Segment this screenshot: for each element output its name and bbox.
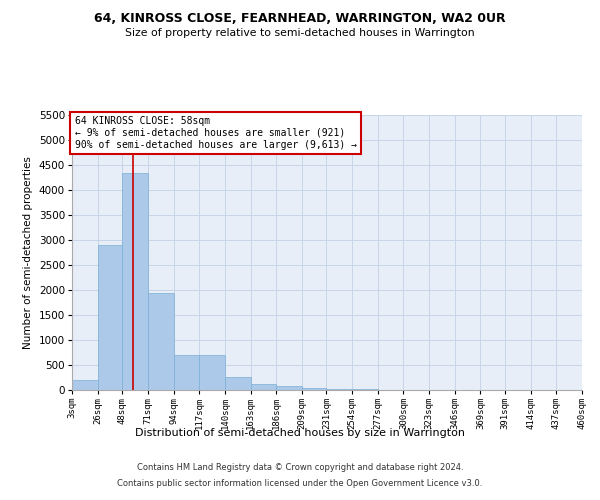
- Bar: [302, 388, 326, 390]
- Bar: [122, 172, 148, 390]
- Bar: [225, 376, 251, 390]
- Bar: [251, 384, 276, 390]
- Bar: [72, 380, 98, 390]
- Text: Size of property relative to semi-detached houses in Warrington: Size of property relative to semi-detach…: [125, 28, 475, 38]
- Y-axis label: Number of semi-detached properties: Number of semi-detached properties: [23, 156, 33, 349]
- Text: Contains HM Land Registry data © Crown copyright and database right 2024.: Contains HM Land Registry data © Crown c…: [137, 464, 463, 472]
- Bar: [352, 389, 378, 390]
- Bar: [173, 355, 199, 390]
- Text: 64 KINROSS CLOSE: 58sqm
← 9% of semi-detached houses are smaller (921)
90% of se: 64 KINROSS CLOSE: 58sqm ← 9% of semi-det…: [74, 116, 356, 150]
- Text: Contains public sector information licensed under the Open Government Licence v3: Contains public sector information licen…: [118, 478, 482, 488]
- Bar: [326, 388, 352, 390]
- Bar: [199, 355, 225, 390]
- Bar: [98, 245, 122, 390]
- Text: 64, KINROSS CLOSE, FEARNHEAD, WARRINGTON, WA2 0UR: 64, KINROSS CLOSE, FEARNHEAD, WARRINGTON…: [94, 12, 506, 26]
- Bar: [148, 292, 173, 390]
- Bar: [276, 386, 302, 390]
- Text: Distribution of semi-detached houses by size in Warrington: Distribution of semi-detached houses by …: [135, 428, 465, 438]
